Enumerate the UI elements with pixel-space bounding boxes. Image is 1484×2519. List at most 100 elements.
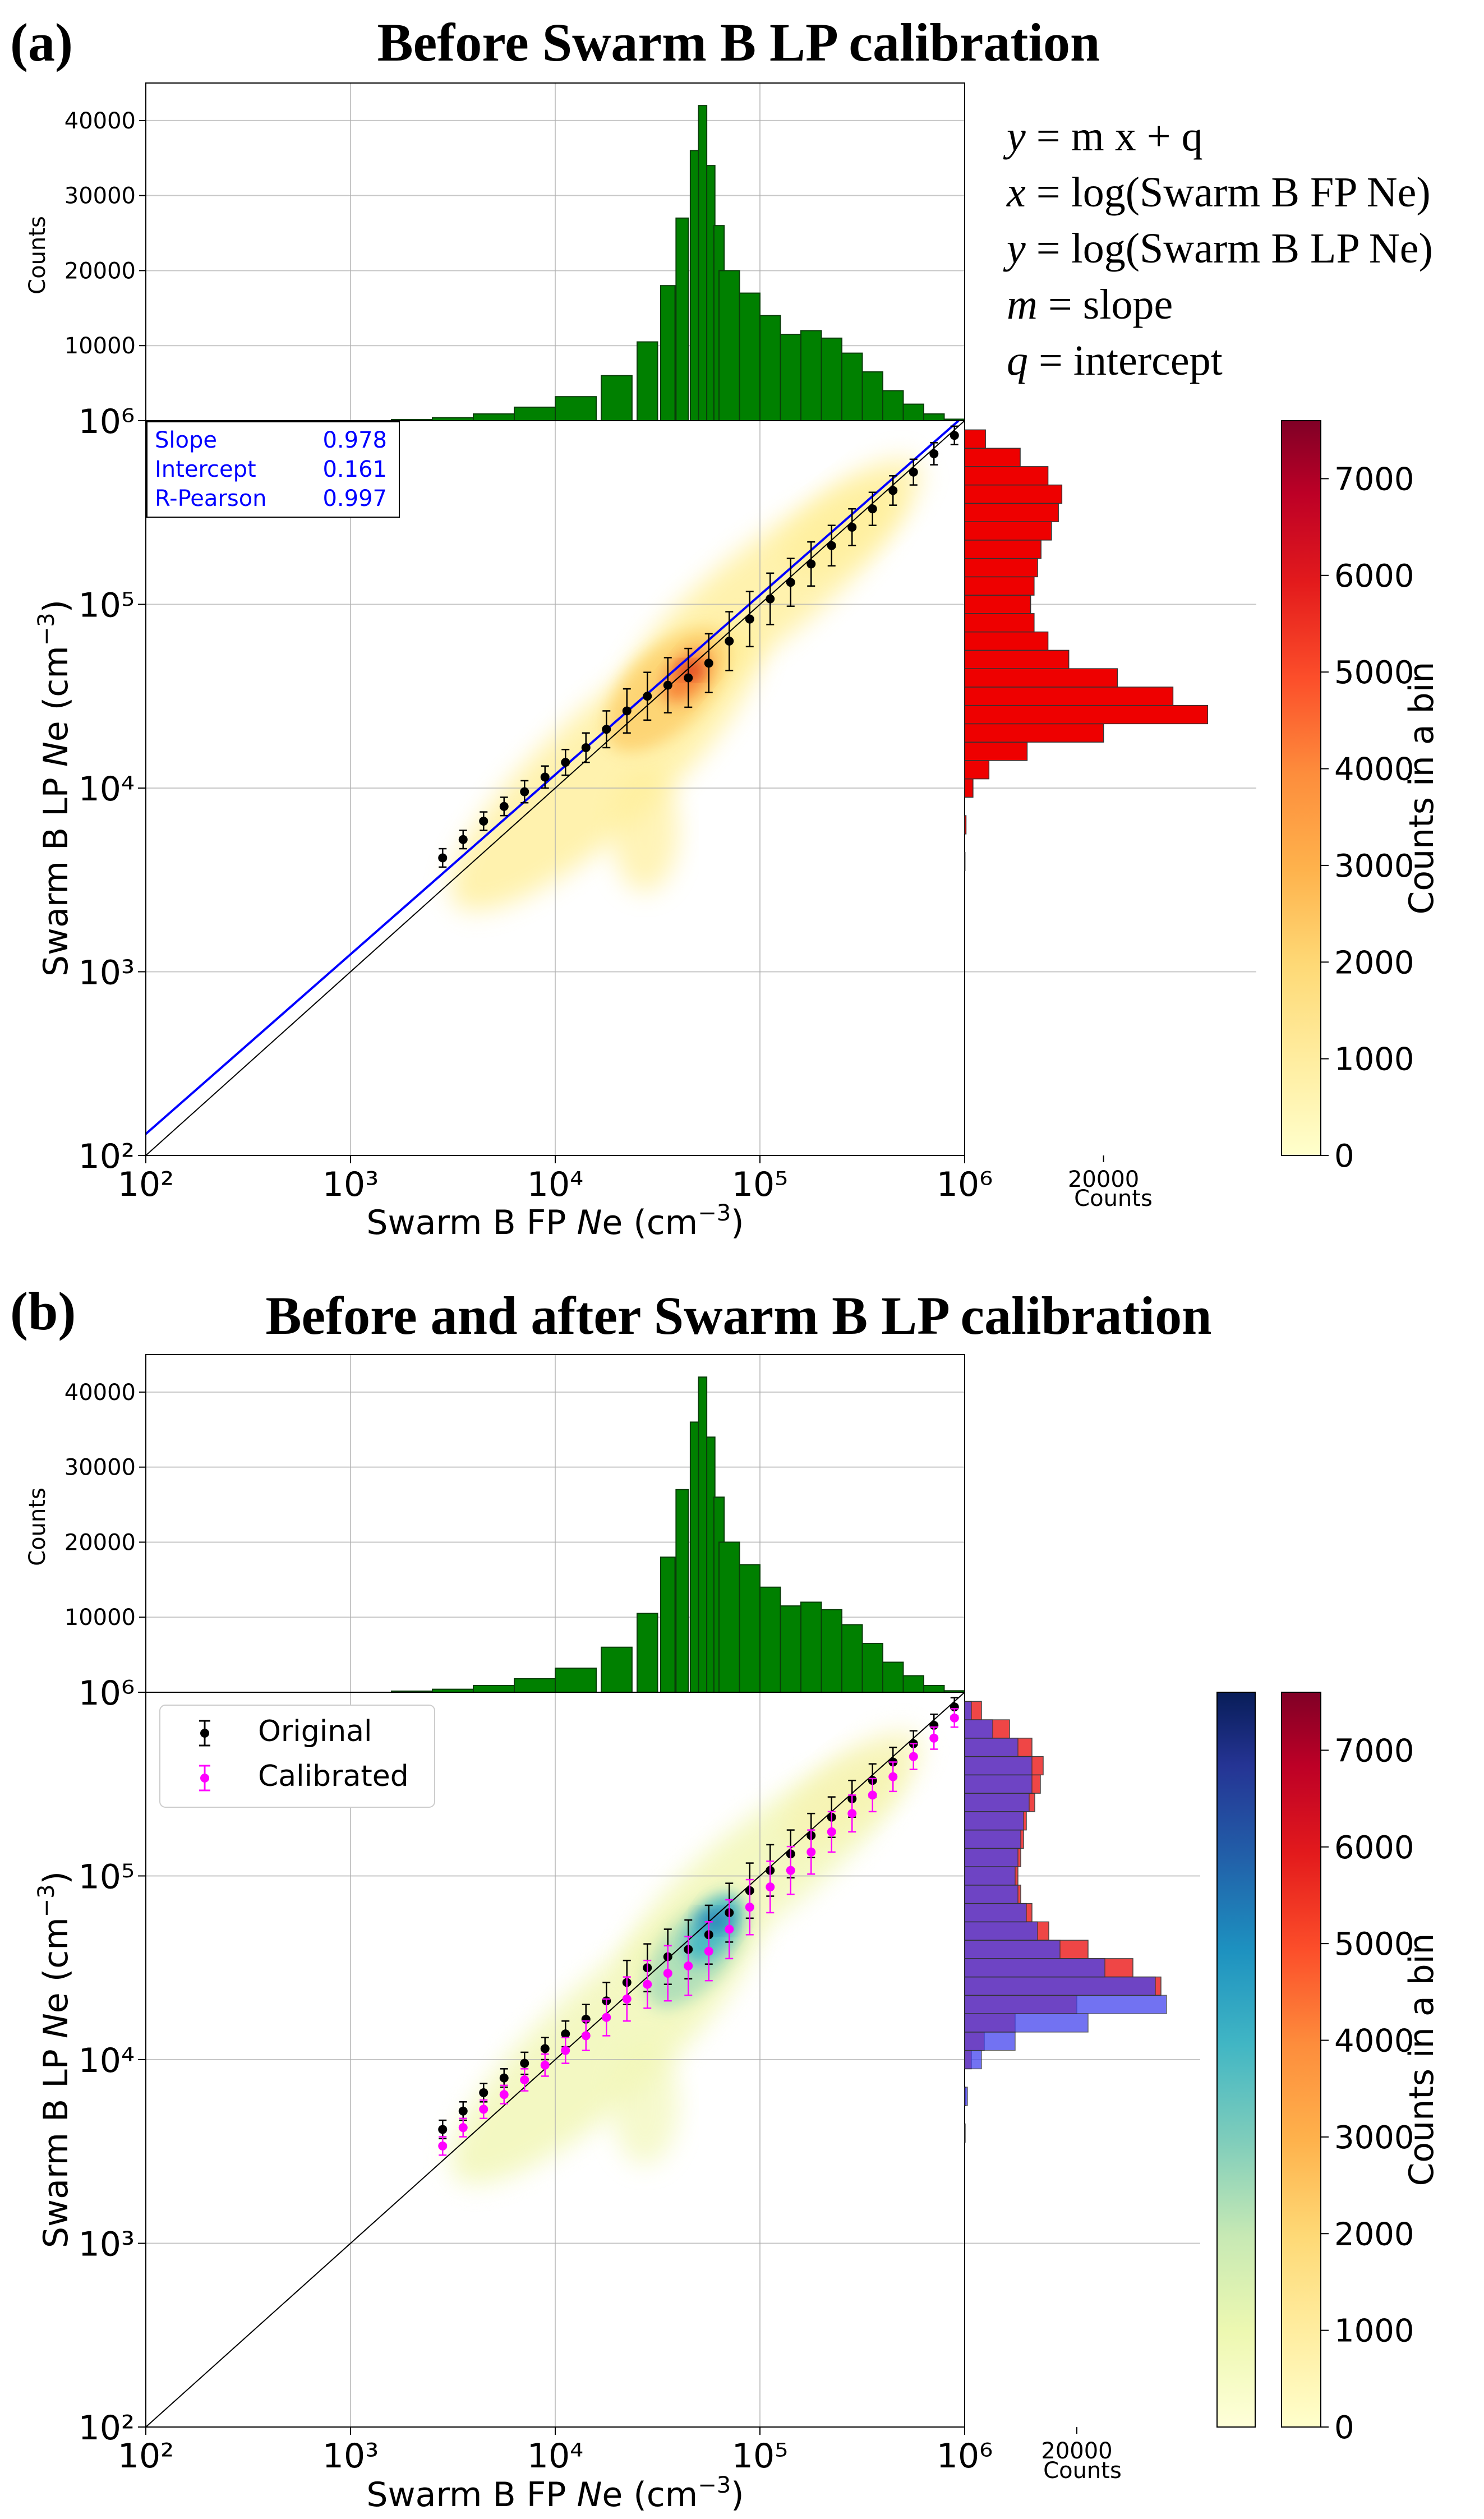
data-point xyxy=(438,2141,448,2150)
y-tick-label: 20000 xyxy=(64,1530,136,1555)
hist-bar xyxy=(821,337,842,421)
hist-bar xyxy=(759,315,781,422)
hist-bar-calibrated xyxy=(964,2032,1016,2051)
fit-statistics-box: Slope 0.978 Intercept 0.161 R-Pearson 0.… xyxy=(146,421,400,518)
data-point xyxy=(438,853,448,863)
hist-bar xyxy=(923,413,945,422)
colorbar-label: Counts in a bin xyxy=(1402,1933,1441,2186)
hist-bar xyxy=(882,1661,904,1693)
colorbar-tick-label: 5000 xyxy=(1334,1926,1414,1963)
data-point xyxy=(561,758,570,767)
equation-line: x = log(Swarm B FP Ne) xyxy=(1006,169,1431,216)
data-point xyxy=(622,706,632,716)
data-point xyxy=(458,2123,468,2133)
panel-label: (a) xyxy=(10,12,73,72)
hist-bar xyxy=(473,1684,515,1693)
data-point xyxy=(704,1946,713,1956)
data-point xyxy=(827,1827,836,1836)
hist-bar-calibrated xyxy=(964,1995,1167,2014)
intercept-value: 0.161 xyxy=(322,457,387,482)
hist-bar xyxy=(964,742,1028,761)
hist-bar xyxy=(964,687,1174,706)
data-point xyxy=(806,559,816,569)
data-point xyxy=(806,1847,816,1857)
x-tick-label: 10⁴ xyxy=(527,1165,583,1204)
hist-bar xyxy=(861,371,883,421)
hist-bar-calibrated xyxy=(964,1958,1105,1978)
data-point xyxy=(479,2088,488,2097)
data-point xyxy=(643,692,652,701)
hist-bar xyxy=(739,1564,761,1693)
data-point xyxy=(438,2125,448,2134)
y-tick-label: 10⁶ xyxy=(79,1674,135,1713)
x-tick-label: 10² xyxy=(118,2437,174,2476)
hist-bar xyxy=(675,1489,689,1693)
data-point xyxy=(663,680,672,690)
equation-line: y = log(Swarm B LP Ne) xyxy=(1003,225,1433,272)
colorbar-label: Counts in a bin xyxy=(1402,662,1441,915)
y-tick-label: 10⁵ xyxy=(79,586,135,625)
hist-bar xyxy=(675,217,689,421)
hist-bar xyxy=(514,406,556,421)
hist-bar-calibrated xyxy=(964,1940,1061,1959)
data-point xyxy=(520,2075,529,2085)
svg-text:Intercept: Intercept xyxy=(155,457,256,482)
legend-label-calibrated: Calibrated xyxy=(258,1760,409,1793)
top-hist-ylabel: Counts xyxy=(25,216,50,294)
y-tick-label: 30000 xyxy=(64,1455,136,1481)
hist-bar-calibrated xyxy=(964,1756,1033,1776)
data-point xyxy=(581,743,591,752)
hist-bar xyxy=(964,631,1049,651)
x-tick-label: 10² xyxy=(118,1165,174,1204)
hist-bar xyxy=(718,270,740,421)
hist-bar xyxy=(964,595,1031,614)
hist-bar-calibrated xyxy=(964,2087,968,2106)
y-tick-label: 10⁶ xyxy=(79,402,135,441)
svg-text:R-Pearson: R-Pearson xyxy=(155,486,267,512)
hist-bar xyxy=(780,334,801,422)
hist-bar xyxy=(660,285,676,422)
data-point xyxy=(479,2104,488,2114)
y-tick-label: 40000 xyxy=(64,1380,136,1406)
data-point xyxy=(479,816,488,826)
data-point xyxy=(704,658,713,668)
equation-line: y = m x + q xyxy=(1003,113,1203,160)
svg-text:Slope: Slope xyxy=(155,427,217,453)
data-point xyxy=(540,772,550,782)
panel-a: (a) Before Swarm B LP calibration 100002… xyxy=(10,12,1441,1242)
data-point xyxy=(909,1752,918,1761)
hist-bar xyxy=(964,429,986,449)
data-point xyxy=(950,431,959,440)
colorbar-tick-label: 7000 xyxy=(1334,1733,1414,1769)
hist-bar-calibrated xyxy=(964,1701,972,1720)
hist-bar xyxy=(964,613,1035,633)
data-point xyxy=(929,1733,939,1743)
hist-bar-calibrated xyxy=(964,1811,1024,1831)
hist-bar xyxy=(637,341,658,421)
slope-value: 0.978 xyxy=(322,427,387,453)
data-point xyxy=(868,1790,877,1800)
hist-bar xyxy=(555,396,597,421)
hist-bar-calibrated xyxy=(964,1921,1038,1941)
data-point xyxy=(786,1866,795,1875)
colorbar: 0 1000 2000 3000 4000 5000 6000 7000 Counts in … xyxy=(1281,420,1441,1175)
right-hist-xlabel: Counts xyxy=(1043,2458,1122,2484)
hist-bar xyxy=(800,330,822,422)
hist-bar-calibrated xyxy=(964,2013,1089,2033)
hist-bar xyxy=(841,352,863,421)
equation-line: q = intercept xyxy=(1007,337,1223,384)
right-histogram: 20000 Counts xyxy=(964,429,1209,1212)
y-tick-label: 20000 xyxy=(64,258,136,284)
hist-bar xyxy=(473,413,515,422)
colorbar-tick-label: 6000 xyxy=(1334,1830,1414,1866)
data-point xyxy=(847,1809,857,1818)
data-point xyxy=(581,2031,591,2041)
hist-bar-calibrated xyxy=(964,1885,1018,1904)
colorbar-tick-label: 0 xyxy=(1334,1138,1354,1175)
y-tick-label: 10² xyxy=(79,2409,135,2448)
data-point xyxy=(950,1713,959,1723)
x-tick-label: 10⁴ xyxy=(527,2437,583,2476)
hist-bar xyxy=(739,292,761,421)
right-hist-xlabel: Counts xyxy=(1074,1186,1153,1212)
x-tick-label: 10⁵ xyxy=(732,1165,788,1204)
